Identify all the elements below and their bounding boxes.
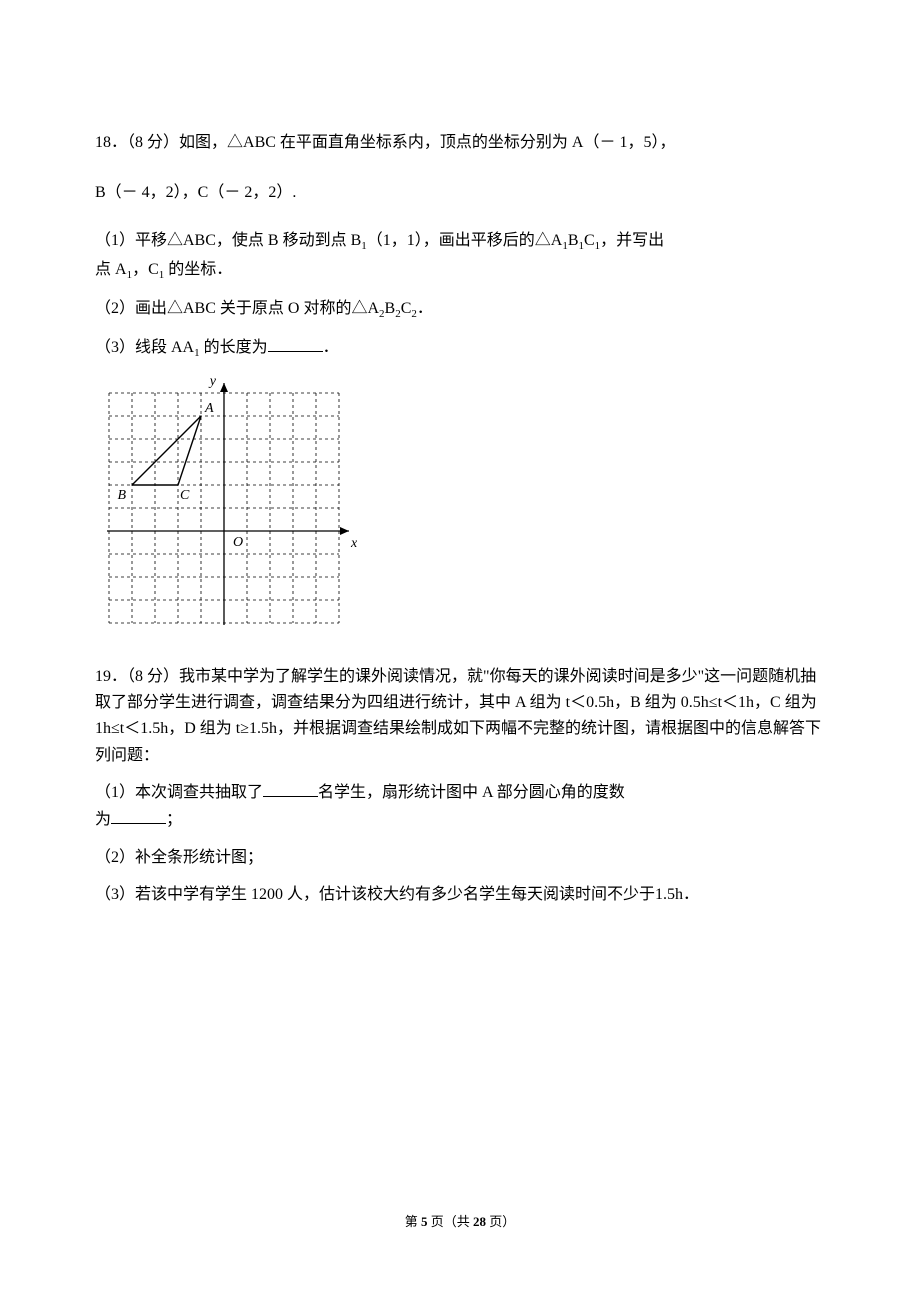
q18-sub3: （3）线段 AA1 的长度为． (95, 334, 825, 363)
q18-sub1-c: B (568, 232, 579, 249)
q18-stem-line2: B（－ 4，2），C（－ 2，2）. (95, 176, 825, 210)
q18-number: 18． (95, 134, 127, 151)
q19-sub1-d: ； (166, 811, 182, 828)
q18-stem2: B（－ 4，2），C（－ 2，2）. (95, 184, 296, 201)
footer-total: 28 (473, 1214, 486, 1229)
footer-suffix: 页） (486, 1214, 515, 1229)
svg-text:B: B (117, 488, 126, 503)
q19-sub1-b: 名学生，扇形统计图中 A 部分圆心角的度数 (318, 784, 625, 801)
q18-sub2: （2）画出△ABC 关于原点 O 对称的△A2B2C2． (95, 295, 825, 324)
q19-sub1-a: （1）本次调查共抽取了 (95, 784, 263, 801)
q18-points: （8 分） (127, 134, 179, 151)
q18-sub3-c: ． (323, 339, 339, 356)
q18-sub1: （1）平移△ABC，使点 B 移动到点 B1（1，1），画出平移后的△A1B1C… (95, 227, 825, 285)
footer-prefix: 第 (405, 1214, 421, 1229)
q18-sub2-c: C (401, 300, 412, 317)
q18-sub3-a: （3）线段 AA (95, 339, 194, 356)
q19-sub3-text: （3）若该中学有学生 1200 人，估计该校大约有多少名学生每天阅读时间不少于1… (95, 886, 699, 903)
q18-sub2-b: B (385, 300, 396, 317)
q18-sub2-a: （2）画出△ABC 关于原点 O 对称的△A (95, 300, 379, 317)
q19-sub2-text: （2）补全条形统计图； (95, 849, 263, 866)
q18-figure: y x O A B C (91, 375, 825, 646)
q19: 19．（8 分）我市某中学为了解学生的课外阅读情况，就"你每天的课外阅读时间是多… (95, 664, 825, 908)
q19-stem-text: 我市某中学为了解学生的课外阅读情况，就"你每天的课外阅读时间是多少"这一问题随机… (95, 668, 821, 764)
q19-number: 19． (95, 668, 127, 685)
q18-sub1-a: （1）平移△ABC，使点 B 移动到点 B (95, 232, 361, 249)
svg-text:y: y (208, 375, 217, 389)
q18-stem1: 如图，△ABC 在平面直角坐标系内，顶点的坐标分别为 A（－ 1，5）， (179, 134, 675, 151)
svg-text:A: A (204, 401, 214, 416)
coordinate-grid: y x O A B C (91, 375, 357, 641)
exam-page: 18．（8 分）如图，△ABC 在平面直角坐标系内，顶点的坐标分别为 A（－ 1… (0, 0, 920, 1302)
svg-text:C: C (180, 488, 190, 503)
q18-sub1-b: （1，1），画出平移后的△A (367, 232, 563, 249)
q18-sub1-h: 的坐标． (164, 261, 232, 278)
q19-sub1-c: 为 (95, 811, 111, 828)
q18-sub2-d: ． (417, 300, 433, 317)
q18-sub1-e: ，并写出 (600, 232, 664, 249)
svg-text:x: x (350, 536, 357, 551)
page-footer: 第 5 页（共 28 页） (0, 1211, 920, 1230)
q19-blank1 (263, 780, 318, 797)
q19-sub2: （2）补全条形统计图； (95, 844, 825, 871)
q18: 18．（8 分）如图，△ABC 在平面直角坐标系内，顶点的坐标分别为 A（－ 1… (95, 126, 825, 646)
q18-sub1-d: C (584, 232, 595, 249)
q18-sub1-f: 点 A (95, 261, 127, 278)
q19-blank2 (111, 807, 166, 824)
q18-sub1-g: ，C (132, 261, 159, 278)
q19-stem: 19．（8 分）我市某中学为了解学生的课外阅读情况，就"你每天的课外阅读时间是多… (95, 664, 825, 770)
svg-text:O: O (233, 535, 243, 550)
q18-stem-line1: 18．（8 分）如图，△ABC 在平面直角坐标系内，顶点的坐标分别为 A（－ 1… (95, 126, 825, 160)
q19-sub1: （1）本次调查共抽取了 名学生，扇形统计图中 A 部分圆心角的度数 为 ； (95, 779, 825, 833)
q18-sub3-b: 的长度为 (200, 339, 268, 356)
q19-points: （8 分） (127, 668, 179, 685)
q19-sub3: （3）若该中学有学生 1200 人，估计该校大约有多少名学生每天阅读时间不少于1… (95, 881, 825, 908)
footer-mid: 页（共 (427, 1214, 473, 1229)
q18-blank (268, 335, 323, 352)
